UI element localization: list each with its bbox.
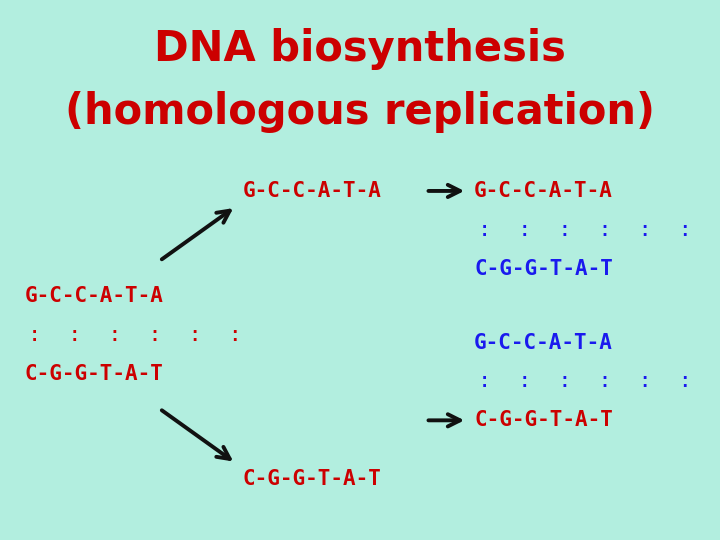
Text: C-G-G-T-A-T: C-G-G-T-A-T	[474, 259, 613, 279]
Text: :  :  :  :  :  :: : : : : : :	[28, 325, 242, 345]
Text: :  :  :  :  :  :: : : : : : :	[477, 220, 691, 240]
Text: C-G-G-T-A-T: C-G-G-T-A-T	[474, 410, 613, 430]
Text: DNA biosynthesis: DNA biosynthesis	[154, 28, 566, 70]
Text: G-C-C-A-T-A: G-C-C-A-T-A	[474, 181, 613, 201]
Text: C-G-G-T-A-T: C-G-G-T-A-T	[24, 363, 163, 384]
Text: C-G-G-T-A-T: C-G-G-T-A-T	[243, 469, 382, 489]
Text: :  :  :  :  :  :: : : : : : :	[477, 372, 691, 392]
Text: G-C-C-A-T-A: G-C-C-A-T-A	[24, 286, 163, 306]
Text: G-C-C-A-T-A: G-C-C-A-T-A	[243, 181, 382, 201]
Text: G-C-C-A-T-A: G-C-C-A-T-A	[474, 333, 613, 353]
Text: (homologous replication): (homologous replication)	[65, 91, 655, 133]
